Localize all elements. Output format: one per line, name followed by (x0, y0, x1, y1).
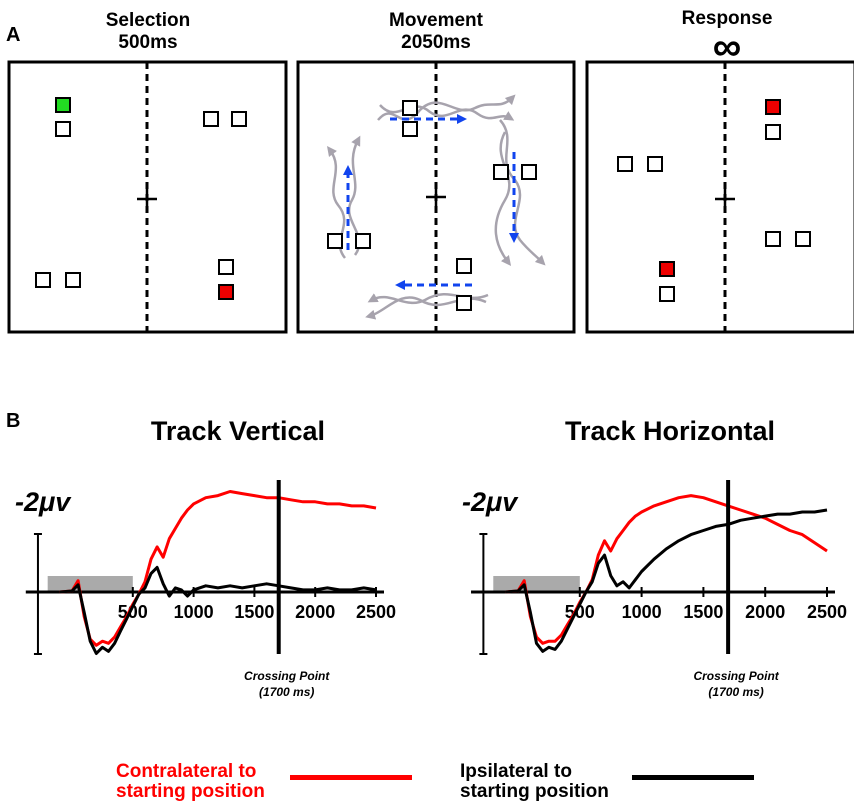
baseline-bar (493, 576, 580, 592)
square (795, 231, 811, 247)
square (35, 272, 51, 288)
movement-title-text: Movement (389, 10, 483, 31)
square (402, 121, 418, 137)
panel-b-label: B (6, 410, 21, 432)
x-tick-label: 1000 (174, 602, 214, 622)
trajectory-right-2 (494, 131, 512, 266)
response-fixation-cross (715, 189, 735, 209)
target-square-green (55, 97, 71, 113)
square (617, 156, 633, 172)
square (456, 295, 472, 311)
response-title-text: Response (681, 8, 773, 29)
square (456, 258, 472, 274)
trajectory-top-2 (379, 104, 515, 121)
series-line-ipsilateral (59, 565, 377, 655)
baseline-bar (47, 576, 133, 592)
target-square-red (218, 284, 234, 300)
selection-duration: 500ms (118, 32, 178, 53)
series-line-ipsilateral (505, 508, 828, 653)
infinity-symbol: ∞ (712, 25, 742, 69)
x-tick-label: 2000 (295, 602, 335, 622)
square (765, 124, 781, 140)
panel-a-diagrams (7, 60, 854, 334)
square (65, 272, 81, 288)
square (659, 286, 675, 302)
movement-duration: 2050ms (401, 32, 471, 53)
response-panel (585, 60, 854, 334)
series-line-contralateral (59, 490, 377, 647)
x-tick-label: 1500 (683, 602, 723, 622)
trajectory-right (499, 119, 546, 266)
selection-panel (7, 60, 288, 334)
square (402, 100, 418, 116)
x-tick-label: 2500 (356, 602, 396, 622)
scale-label-left: -2μv (15, 487, 71, 517)
legend-contra-line1: Contralateral to (116, 761, 257, 782)
square (355, 233, 371, 249)
square (327, 233, 343, 249)
square (493, 164, 509, 180)
square (203, 111, 219, 127)
legend-ipsi-label: Ipsilateral to starting position (460, 762, 609, 802)
selection-title-text: Selection (105, 10, 191, 31)
track-horizontal-title: Track Horizontal (564, 416, 776, 446)
x-tick-label: 1500 (234, 602, 274, 622)
crossing-point-time: (1700 ms) (259, 685, 314, 699)
legend-ipsi-swatch (632, 775, 754, 780)
response-title: Response ∞ (627, 8, 827, 69)
square (218, 259, 234, 275)
panel-a-label: A (6, 24, 21, 46)
movement-fixation-cross (426, 187, 446, 207)
x-tick-label: 2500 (807, 602, 847, 622)
square (647, 156, 663, 172)
x-tick-label: 2000 (745, 602, 785, 622)
movement-title: Movement 2050ms (336, 10, 536, 54)
series-line-contralateral (505, 494, 828, 645)
square (55, 121, 71, 137)
scale-label-right: -2μv (462, 487, 518, 517)
movement-arrows (343, 114, 519, 290)
x-tick-label: 1000 (622, 602, 662, 622)
track-vertical-title: Track Vertical (150, 416, 326, 446)
square (231, 111, 247, 127)
legend-contra-swatch (290, 775, 412, 780)
selection-title: Selection 500ms (48, 10, 248, 54)
response-frame (585, 60, 854, 334)
legend-ipsi-line1: Ipsilateral to (460, 761, 572, 782)
square (521, 164, 537, 180)
trajectory-top (377, 94, 516, 121)
legend-contra-label: Contralateral to starting position (116, 762, 265, 802)
target-square-red (765, 99, 781, 115)
legend-contra-line2: starting position (116, 781, 265, 802)
selection-fixation-cross (137, 189, 157, 209)
crossing-point-label: Crossing Point (693, 669, 779, 683)
target-square-red (659, 261, 675, 277)
square (765, 231, 781, 247)
legend-ipsi-line2: starting position (460, 781, 609, 802)
movement-panel (296, 60, 576, 334)
crossing-point-time: (1700 ms) (708, 685, 763, 699)
crossing-point-label: Crossing Point (244, 669, 330, 683)
